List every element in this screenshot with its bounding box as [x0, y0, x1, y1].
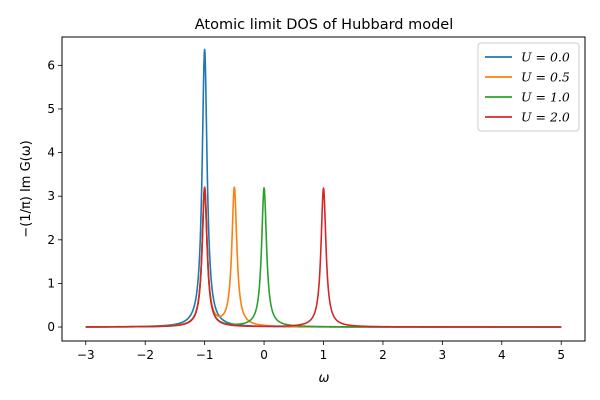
- x-axis-label: ω: [319, 371, 330, 386]
- plot-lines: [85, 48, 562, 328]
- x-tick-label: 0: [260, 348, 268, 362]
- chart-title: Atomic limit DOS of Hubbard model: [195, 17, 454, 33]
- x-tick-label: 1: [320, 348, 328, 362]
- legend-label: U = 0.0: [521, 50, 570, 65]
- legend-label: U = 0.5: [521, 70, 570, 85]
- x-tick-label: 2: [379, 348, 387, 362]
- y-tick-label: 2: [47, 233, 55, 247]
- y-tick-label: 0: [47, 320, 55, 334]
- y-axis-ticks: 0 1 2 3 4 5 6: [47, 58, 62, 334]
- series-line-2: [85, 187, 562, 328]
- legend-label: U = 1.0: [521, 90, 570, 105]
- x-tick-label: −2: [136, 348, 154, 362]
- y-axis-label: −(1/π) Im G(ω): [19, 140, 34, 237]
- x-tick-label: −3: [77, 348, 95, 362]
- legend: U = 0.0 U = 0.5 U = 1.0 U = 2.0: [477, 42, 580, 132]
- series-line-3: [85, 187, 562, 328]
- series-line-1: [85, 186, 562, 328]
- x-tick-label: 5: [557, 348, 565, 362]
- x-tick-label: 3: [439, 348, 447, 362]
- y-tick-label: 4: [47, 146, 55, 160]
- y-tick-label: 6: [47, 58, 55, 72]
- y-tick-label: 1: [47, 276, 55, 290]
- y-tick-label: 5: [47, 102, 55, 116]
- x-tick-label: −1: [196, 348, 214, 362]
- y-tick-label: 3: [47, 189, 55, 203]
- legend-box: [477, 42, 580, 132]
- x-axis-ticks: −3 −2 −1 0 1 2 3 4 5: [77, 341, 565, 362]
- x-tick-label: 4: [498, 348, 506, 362]
- legend-label: U = 2.0: [521, 110, 570, 125]
